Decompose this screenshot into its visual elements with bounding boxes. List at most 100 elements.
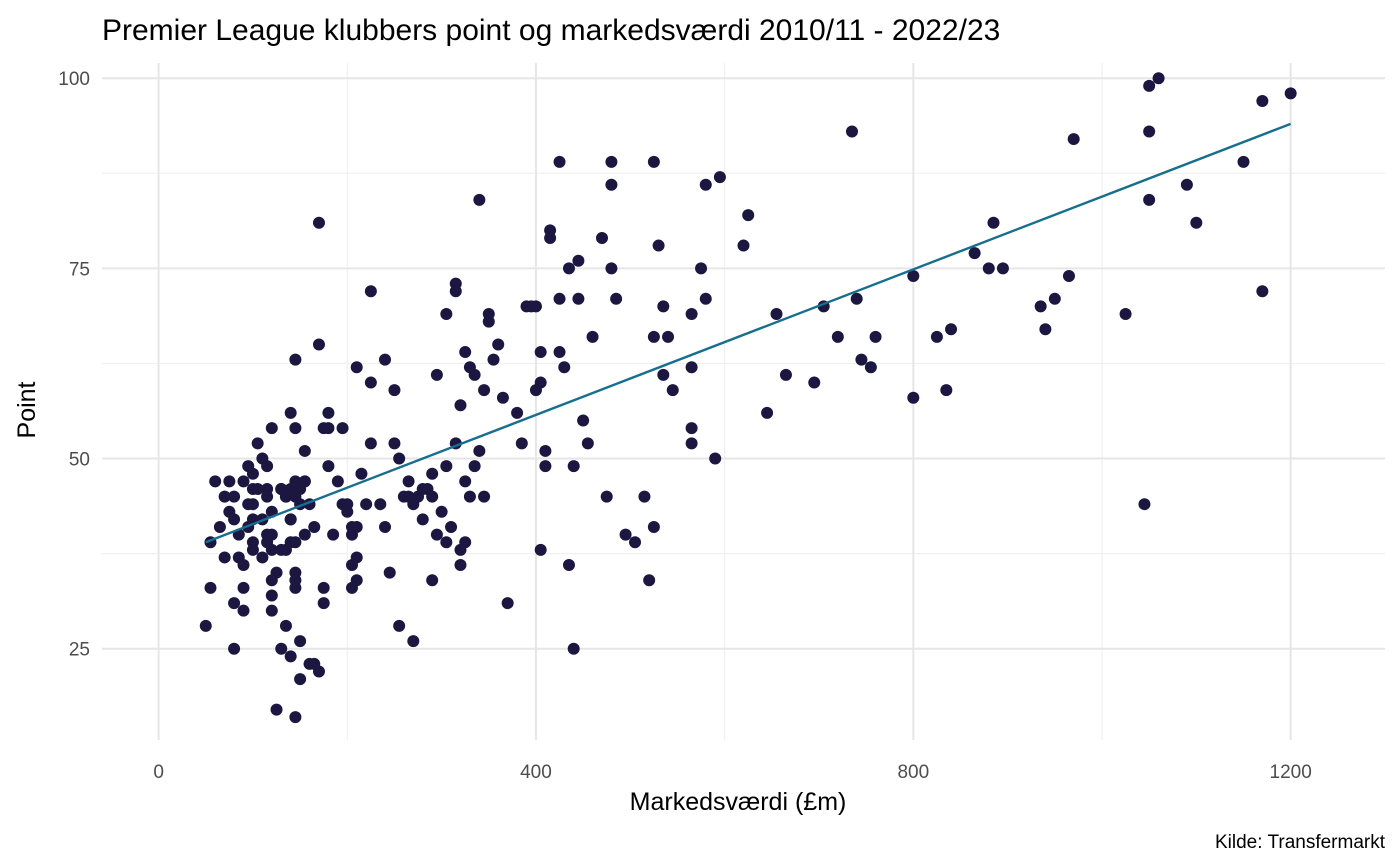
data-point [364,437,377,450]
data-point [1284,87,1297,100]
data-point [298,528,311,541]
data-point [1152,72,1165,85]
data-point [643,574,656,587]
grid [102,63,1385,740]
trend-line-group [205,122,1292,544]
y-tick-label: 50 [69,450,90,471]
data-point [761,406,774,419]
data-point [270,566,283,579]
data-point [289,536,302,549]
data-point [209,475,222,488]
data-point [586,330,599,343]
data-point [265,604,278,617]
data-point [331,475,344,488]
y-axis-title: Point [13,381,41,438]
data-point [317,581,330,594]
data-point [228,490,241,503]
data-point [256,551,269,564]
data-point [940,384,953,397]
data-point [808,376,821,389]
data-point [850,292,863,305]
data-point [388,437,401,450]
data-point [685,437,698,450]
data-point [228,642,241,655]
data-point [657,300,670,313]
data-point [402,475,415,488]
y-tick-label: 75 [69,259,90,280]
data-point [289,711,302,724]
data-point [265,422,278,435]
data-point [435,505,448,518]
data-point [907,391,920,404]
data-point [478,490,491,503]
data-point [265,543,278,556]
data-point [298,444,311,457]
data-point [218,490,231,503]
data-point [553,155,566,168]
data-point [1180,178,1193,191]
data-point [350,574,363,587]
data-point [534,376,547,389]
data-point [638,490,651,503]
data-point [407,635,420,648]
data-point [581,437,594,450]
data-point [610,292,623,305]
data-point [473,193,486,206]
trend-line [205,122,1292,544]
data-point [454,559,467,572]
data-point [487,353,500,366]
data-point [279,619,292,632]
data-point [855,353,868,366]
data-point [426,467,439,480]
data-point [265,528,278,541]
chart-title: Premier League klubbers point og markeds… [102,14,1000,47]
data-point [426,574,439,587]
data-point [1256,95,1269,108]
data-point [312,665,325,678]
data-point [246,498,259,511]
data-point [572,292,585,305]
data-point [770,308,783,321]
data-point [350,521,363,534]
data-point [237,581,250,594]
data-point [445,521,458,534]
data-point [223,475,236,488]
data-point [845,125,858,138]
data-point [567,460,580,473]
data-point [440,536,453,549]
data-point [468,368,481,381]
data-point [987,216,1000,229]
data-point [907,269,920,282]
data-point [737,239,750,252]
data-point [393,452,406,465]
data-point [558,361,571,374]
data-point [515,437,528,450]
data-point [289,422,302,435]
data-point [294,635,307,648]
data-point [685,361,698,374]
data-point [459,475,472,488]
data-point [1119,308,1132,321]
data-point [322,422,335,435]
data-point [237,475,250,488]
data-point [930,330,943,343]
data-point [298,475,311,488]
data-point [1034,300,1047,313]
data-point [1143,125,1156,138]
data-point [713,171,726,184]
data-point [327,528,340,541]
data-point [595,231,608,244]
data-point [1039,323,1052,336]
data-point [284,650,297,663]
data-point [204,581,217,594]
data-point [511,406,524,419]
data-point [539,444,552,457]
data-point [317,597,330,610]
data-point [459,536,472,549]
data-points [199,72,1297,724]
data-point [463,490,476,503]
data-point [553,346,566,359]
data-point [666,384,679,397]
data-point [605,178,618,191]
data-point [629,536,642,549]
